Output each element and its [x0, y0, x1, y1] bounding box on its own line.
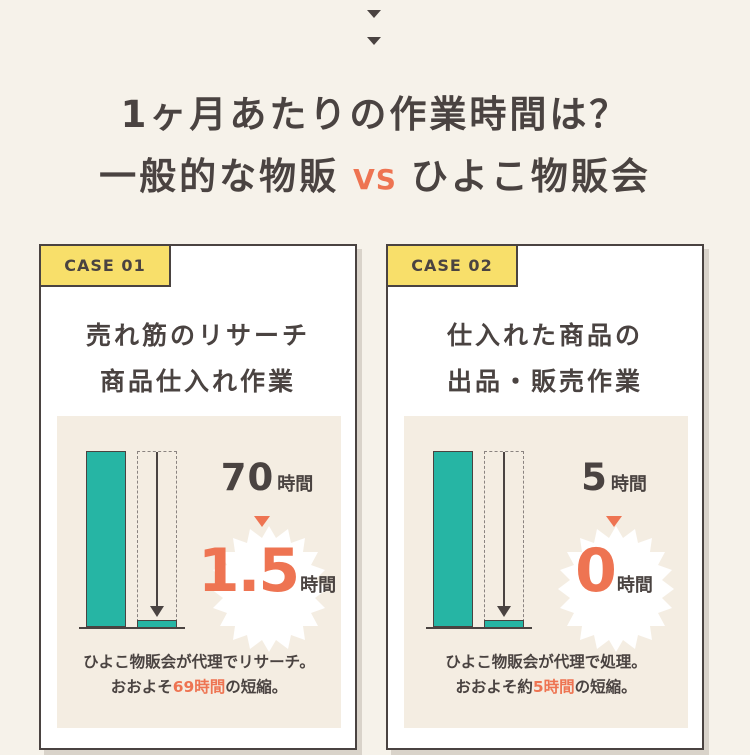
- down-arrow-icon: [156, 452, 158, 609]
- time-comparison-panel: 5 時間 0 時間 ひよこ物販会が代理で処理。 おおよそ約5時間の短縮。: [404, 416, 688, 728]
- chevron-down-icon: [367, 37, 381, 45]
- before-time: 5 時間: [581, 456, 647, 499]
- arrow-head-icon: [150, 606, 164, 617]
- case-title-line2: 商品仕入れ作業: [99, 367, 296, 396]
- time-comparison-panel: 70 時間 1.5 時間 ひよこ物販会が代理でリサーチ。 おおよそ69時間の短縮。: [57, 416, 341, 728]
- page-title: 1ヶ月あたりの作業時間は？: [120, 93, 630, 136]
- note-line2: おおよそ約5時間の短縮。: [455, 678, 637, 696]
- case-note: ひよこ物販会が代理で処理。 おおよそ約5時間の短縮。: [404, 650, 688, 700]
- triangle-down-icon: [254, 516, 270, 527]
- case-title-line1: 仕入れた商品の: [446, 321, 643, 350]
- after-time: 1.5 時間: [197, 536, 337, 606]
- case-title-line2: 出品・販売作業: [446, 367, 643, 396]
- chevron-down-icon: [367, 10, 381, 18]
- after-time: 0 時間: [575, 536, 653, 606]
- case-title-line1: 売れ筋のリサーチ: [85, 321, 310, 350]
- case-tag: CASE 02: [386, 244, 518, 287]
- arrow-head-icon: [497, 606, 511, 617]
- vs-label: VS: [353, 163, 397, 196]
- reduction-outline: [137, 451, 177, 627]
- general-label: 一般的な物販: [99, 155, 340, 198]
- baseline: [79, 627, 185, 629]
- note-line1: ひよこ物販会が代理でリサーチ。: [83, 653, 315, 671]
- before-bar: [433, 451, 473, 627]
- comparison-title: 一般的な物販 VS ひよこ物販会: [0, 146, 750, 200]
- case-note: ひよこ物販会が代理でリサーチ。 おおよそ69時間の短縮。: [57, 650, 341, 700]
- brand-label: ひよこ物販会: [410, 155, 651, 198]
- note-line2: おおよそ69時間の短縮。: [110, 678, 288, 696]
- case-card-01: CASE 01 売れ筋のリサーチ 商品仕入れ作業 70 時間 1.5 時間 ひよこ物…: [39, 244, 357, 750]
- triangle-down-icon: [606, 516, 622, 527]
- saved-hours: 5時間: [532, 678, 575, 696]
- starburst-badge-icon: [211, 526, 327, 652]
- note-line1: ひよこ物販会が代理で処理。: [445, 653, 647, 671]
- before-time: 70 時間: [220, 456, 314, 499]
- reduction-outline: [484, 451, 524, 627]
- saved-hours: 69時間: [172, 678, 226, 696]
- case-card-02: CASE 02 仕入れた商品の 出品・販売作業 5 時間 0 時間 ひよこ物販会が代…: [386, 244, 704, 750]
- down-arrow-icon: [503, 452, 505, 609]
- before-bar: [86, 451, 126, 627]
- case-tag: CASE 01: [39, 244, 171, 287]
- starburst-badge-icon: [558, 526, 674, 652]
- baseline: [426, 627, 532, 629]
